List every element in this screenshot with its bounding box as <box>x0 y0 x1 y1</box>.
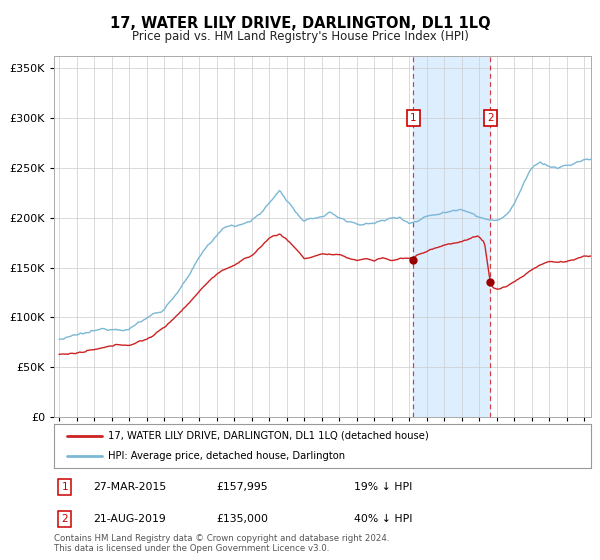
Bar <box>413 56 490 417</box>
Text: 21-AUG-2019: 21-AUG-2019 <box>93 514 166 524</box>
Text: 27-MAR-2015: 27-MAR-2015 <box>93 482 166 492</box>
Text: HPI: Average price, detached house, Darlington: HPI: Average price, detached house, Darl… <box>108 451 345 461</box>
Text: 19% ↓ HPI: 19% ↓ HPI <box>354 482 412 492</box>
Text: £135,000: £135,000 <box>216 514 268 524</box>
Text: 17, WATER LILY DRIVE, DARLINGTON, DL1 1LQ: 17, WATER LILY DRIVE, DARLINGTON, DL1 1L… <box>110 16 490 31</box>
Text: £157,995: £157,995 <box>216 482 268 492</box>
Text: 40% ↓ HPI: 40% ↓ HPI <box>354 514 413 524</box>
Text: 1: 1 <box>410 113 416 123</box>
Text: 2: 2 <box>61 514 68 524</box>
Text: 1: 1 <box>61 482 68 492</box>
Text: Price paid vs. HM Land Registry's House Price Index (HPI): Price paid vs. HM Land Registry's House … <box>131 30 469 43</box>
Text: 17, WATER LILY DRIVE, DARLINGTON, DL1 1LQ (detached house): 17, WATER LILY DRIVE, DARLINGTON, DL1 1L… <box>108 431 428 441</box>
Text: 2: 2 <box>487 113 493 123</box>
Text: Contains HM Land Registry data © Crown copyright and database right 2024.
This d: Contains HM Land Registry data © Crown c… <box>54 534 389 553</box>
